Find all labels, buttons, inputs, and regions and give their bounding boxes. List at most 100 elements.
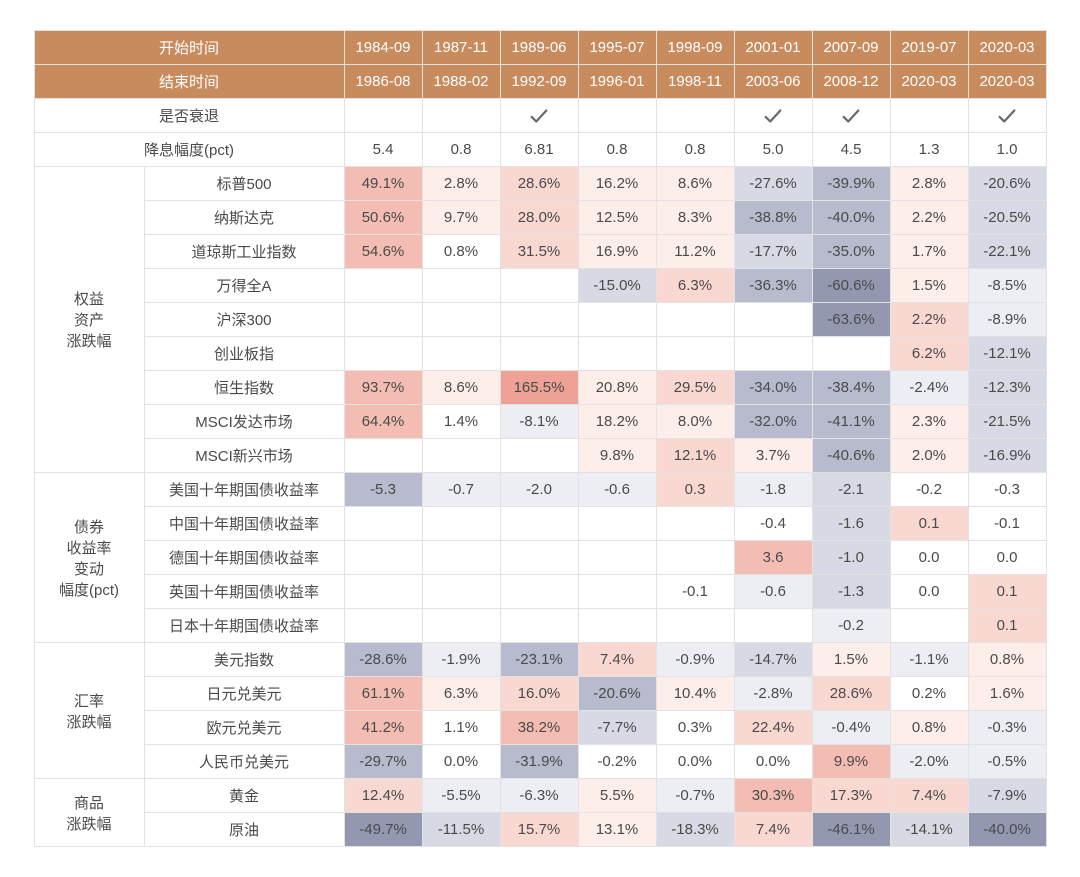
check-icon <box>817 105 886 127</box>
row-label: 日元兑美元 <box>144 677 344 711</box>
ratecut-cell: 0.8 <box>578 133 656 167</box>
data-cell <box>344 609 422 643</box>
check-icon <box>505 105 574 127</box>
data-cell: -63.6% <box>812 303 890 337</box>
data-cell <box>344 507 422 541</box>
header-end-period: 2008-12 <box>812 65 890 99</box>
header-start-time: 开始时间 <box>34 31 344 65</box>
recession-cell <box>968 99 1046 133</box>
data-cell <box>344 269 422 303</box>
data-cell <box>344 575 422 609</box>
header-period: 1984-09 <box>344 31 422 65</box>
asset-performance-table: 开始时间1984-091987-111989-061995-071998-092… <box>34 30 1047 847</box>
data-cell <box>890 609 968 643</box>
data-cell: 3.7% <box>734 439 812 473</box>
check-icon <box>739 105 808 127</box>
data-cell: -12.3% <box>968 371 1046 405</box>
data-cell: 0.0 <box>968 541 1046 575</box>
data-cell: 6.2% <box>890 337 968 371</box>
data-cell: 6.3% <box>656 269 734 303</box>
recession-cell <box>344 99 422 133</box>
data-cell: 13.1% <box>578 813 656 847</box>
ratecut-cell: 6.81 <box>500 133 578 167</box>
data-cell <box>500 337 578 371</box>
data-cell: 6.3% <box>422 677 500 711</box>
row-label: 原油 <box>144 813 344 847</box>
data-cell: -2.8% <box>734 677 812 711</box>
data-cell <box>812 337 890 371</box>
data-cell: -20.6% <box>968 167 1046 201</box>
data-cell: 1.5% <box>890 269 968 303</box>
header-period: 1987-11 <box>422 31 500 65</box>
data-cell: -20.5% <box>968 201 1046 235</box>
data-cell: -7.9% <box>968 779 1046 813</box>
data-cell <box>578 507 656 541</box>
data-cell <box>578 609 656 643</box>
data-cell: -1.6 <box>812 507 890 541</box>
row-label: 黄金 <box>144 779 344 813</box>
data-cell: -0.6 <box>734 575 812 609</box>
data-cell: 2.2% <box>890 303 968 337</box>
row-label: 日本十年期国债收益率 <box>144 609 344 643</box>
row-label: 人民币兑美元 <box>144 745 344 779</box>
recession-cell <box>812 99 890 133</box>
data-cell: -41.1% <box>812 405 890 439</box>
data-cell <box>656 609 734 643</box>
header-end-period: 2020-03 <box>890 65 968 99</box>
data-cell: -2.0% <box>890 745 968 779</box>
data-cell: -40.0% <box>968 813 1046 847</box>
data-cell <box>734 303 812 337</box>
data-cell: -0.2 <box>890 473 968 507</box>
row-label: 美国十年期国债收益率 <box>144 473 344 507</box>
data-cell: -1.8 <box>734 473 812 507</box>
data-cell <box>500 303 578 337</box>
header-end-period: 2003-06 <box>734 65 812 99</box>
data-cell: -22.1% <box>968 235 1046 269</box>
data-cell: 31.5% <box>500 235 578 269</box>
data-cell: 0.0 <box>890 575 968 609</box>
recession-cell <box>422 99 500 133</box>
data-cell: -0.2 <box>812 609 890 643</box>
recession-cell <box>500 99 578 133</box>
header-period: 2020-03 <box>968 31 1046 65</box>
data-cell <box>422 609 500 643</box>
data-cell: 2.8% <box>890 167 968 201</box>
data-cell: 30.3% <box>734 779 812 813</box>
data-cell: 93.7% <box>344 371 422 405</box>
data-cell: -38.4% <box>812 371 890 405</box>
data-cell: 8.6% <box>656 167 734 201</box>
data-cell: 64.4% <box>344 405 422 439</box>
data-cell: 50.6% <box>344 201 422 235</box>
header-period: 2007-09 <box>812 31 890 65</box>
data-cell <box>578 337 656 371</box>
data-cell <box>656 337 734 371</box>
data-cell: -16.9% <box>968 439 1046 473</box>
data-cell: -1.3 <box>812 575 890 609</box>
data-cell: 54.6% <box>344 235 422 269</box>
data-cell: 20.8% <box>578 371 656 405</box>
row-label: 英国十年期国债收益率 <box>144 575 344 609</box>
data-cell <box>734 609 812 643</box>
data-cell: -31.9% <box>500 745 578 779</box>
data-cell <box>500 507 578 541</box>
data-cell <box>422 541 500 575</box>
data-cell: 0.8% <box>422 235 500 269</box>
data-cell: 0.8% <box>890 711 968 745</box>
data-cell: 28.0% <box>500 201 578 235</box>
data-cell: 16.9% <box>578 235 656 269</box>
data-cell <box>344 541 422 575</box>
group-label: 商品涨跌幅 <box>34 779 144 847</box>
group-label: 债券收益率变动幅度(pct) <box>34 473 144 643</box>
data-cell: 0.0 <box>890 541 968 575</box>
group-label: 权益资产涨跌幅 <box>34 167 144 473</box>
data-cell: -17.7% <box>734 235 812 269</box>
data-cell: 5.5% <box>578 779 656 813</box>
data-cell: -20.6% <box>578 677 656 711</box>
data-cell: 9.8% <box>578 439 656 473</box>
data-cell: -18.3% <box>656 813 734 847</box>
recession-label: 是否衰退 <box>34 99 344 133</box>
header-end-period: 1986-08 <box>344 65 422 99</box>
ratecut-cell: 0.8 <box>422 133 500 167</box>
data-cell: 1.7% <box>890 235 968 269</box>
data-cell: 16.0% <box>500 677 578 711</box>
